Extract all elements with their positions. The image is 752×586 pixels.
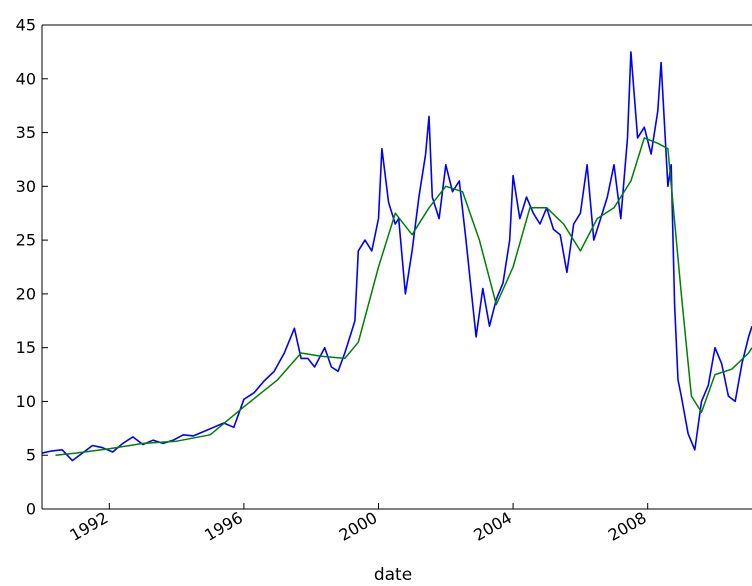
y-tick-label: 20 — [16, 284, 36, 303]
y-tick-label: 35 — [16, 123, 36, 142]
y-tick-label: 0 — [26, 500, 36, 519]
x-tick-label: 1992 — [67, 508, 112, 545]
x-tick-label: 2008 — [605, 508, 650, 545]
series-line-2 — [55, 137, 752, 456]
y-tick-label: 25 — [16, 231, 36, 250]
y-tick-label: 10 — [16, 392, 36, 411]
y-tick-label: 45 — [16, 16, 36, 35]
x-tick-label: 1996 — [201, 508, 246, 545]
y-tick-label: 15 — [16, 338, 36, 357]
x-tick-label: 2000 — [336, 508, 381, 545]
y-tick-label: 30 — [16, 177, 36, 196]
x-tick-label: 2004 — [470, 508, 515, 545]
series-line-1 — [42, 51, 752, 462]
y-tick-label: 5 — [26, 446, 36, 465]
x-axis-label: date — [374, 565, 412, 585]
y-tick-label: 40 — [16, 69, 36, 88]
